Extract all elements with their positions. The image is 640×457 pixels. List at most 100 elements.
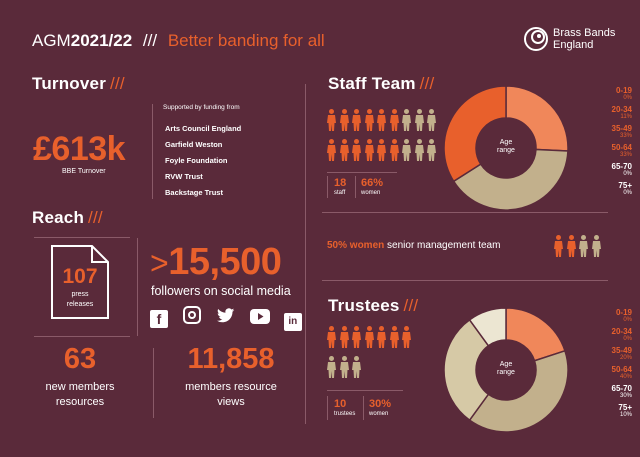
header-tagline: Better banding for all <box>167 31 325 50</box>
age-pct: 20% <box>619 355 632 361</box>
facebook-icon[interactable]: f <box>150 310 168 328</box>
trustees-title: Trustees/// <box>328 296 418 316</box>
agm-year: 2021/22 <box>70 31 133 50</box>
funder-item: Foyle Foundation <box>165 156 228 165</box>
age-legend-item: 65-70 0% <box>611 162 632 178</box>
trustees-stats-top-line <box>327 390 403 391</box>
turnover-title-text: Turnover <box>32 74 107 93</box>
funder-item: Garfield Weston <box>165 140 223 149</box>
age-legend-item: 0-19 0% <box>616 309 632 324</box>
age-pct: 0% <box>623 95 632 101</box>
views-label-2: views <box>217 396 245 408</box>
age-label: 20-34 <box>611 327 632 336</box>
age-legend-item: 0-19 0% <box>616 87 632 102</box>
age-pct: 0% <box>623 336 632 342</box>
man-icon <box>402 109 411 131</box>
age-legend-item: 50-64 40% <box>612 366 632 381</box>
woman-icon <box>389 139 399 161</box>
reach-mid-divider <box>137 238 138 336</box>
age-pct: 33% <box>619 133 632 139</box>
linkedin-icon[interactable]: in <box>283 313 302 331</box>
age-legend-item: 20-34 0% <box>611 327 632 343</box>
age-legend-item: 65-70 30% <box>611 384 632 400</box>
woman-icon <box>352 326 361 348</box>
trustees-people-row <box>327 356 437 380</box>
woman-icon <box>389 326 399 348</box>
logo-text-line1: Brass Bands <box>553 27 616 39</box>
funder-item: Backstage Trust <box>165 188 223 197</box>
press-label-2: releases <box>66 301 94 308</box>
age-pct: 30% <box>619 393 632 399</box>
staff-stats-left-line <box>327 176 328 198</box>
trustees-count-label: trustees <box>334 411 356 417</box>
age-label: 65-70 <box>611 162 632 171</box>
woman-icon <box>364 109 374 131</box>
age-pct: 0% <box>623 190 632 196</box>
brand-logo: Brass Bands England <box>523 25 628 53</box>
reach-title-text: Reach <box>32 208 85 227</box>
age-pct: 10% <box>619 412 632 418</box>
age-legend-item: 75+ 10% <box>618 404 632 419</box>
twitter-icon[interactable] <box>216 308 235 326</box>
staff-women-label: women <box>361 190 381 196</box>
staff-stats-mid-line <box>355 176 356 198</box>
trustees-women-label: women <box>369 411 389 417</box>
man-icon <box>327 356 336 378</box>
age-label: 65-70 <box>611 384 632 393</box>
turnover-caption: BBE Turnover <box>62 168 106 175</box>
woman-icon <box>377 139 386 161</box>
instagram-icon[interactable] <box>183 306 202 324</box>
staff-stats-top-line <box>327 172 397 173</box>
senior-bottom-divider <box>322 280 608 281</box>
staff-women-pct: 66% <box>361 177 384 189</box>
followers-label: followers on social media <box>151 284 291 298</box>
social-icons: f in <box>150 306 313 331</box>
staff-people-row <box>327 139 447 163</box>
woman-icon <box>352 139 361 161</box>
trustees-count: 10 <box>334 398 347 410</box>
funders-list: Arts Council England Garfield Weston Foy… <box>165 121 241 201</box>
reach-title: Reach/// <box>32 208 103 228</box>
new-members-label-2: resources <box>55 396 105 408</box>
staff-count-label: staff <box>334 190 346 196</box>
staff-donut-label-2: range <box>497 147 515 154</box>
trustees-age-donut <box>443 307 569 433</box>
staff-donut-label-1: Age <box>499 139 513 146</box>
reach-bottom-divider <box>34 336 130 337</box>
turnover-title: Turnover/// <box>32 74 125 94</box>
reach-slashes: /// <box>88 208 103 227</box>
staff-people-row <box>327 109 447 133</box>
funding-heading: Supported by funding from <box>163 104 240 111</box>
header-slashes: /// <box>142 31 158 50</box>
woman-icon <box>377 326 386 348</box>
donut-hole <box>476 118 536 178</box>
age-legend-item: 50-64 33% <box>611 143 632 159</box>
woman-icon <box>566 235 576 257</box>
age-label: 20-34 <box>611 105 632 114</box>
trustees-women-pct: 30% <box>369 398 392 410</box>
funder-item: Arts Council England <box>165 124 242 133</box>
followers-value: 15,500 <box>168 241 282 283</box>
age-label: 50-64 <box>611 143 632 152</box>
woman-icon <box>364 326 374 348</box>
trustees-slashes: /// <box>403 296 419 315</box>
man-icon <box>414 139 424 161</box>
age-label: 35-49 <box>611 346 632 355</box>
senior-women-pct: 50% women <box>327 240 385 251</box>
age-legend-item: 35-49 20% <box>611 346 632 362</box>
woman-icon <box>377 109 386 131</box>
man-icon <box>402 139 411 161</box>
donut-segment <box>443 85 507 183</box>
age-legend-item: 35-49 33% <box>612 125 632 140</box>
new-members-number: 63 <box>63 343 97 375</box>
woman-icon <box>389 109 399 131</box>
header-title: AGM2021/22 /// Better banding for all <box>32 31 325 51</box>
followers-number: >15,500 <box>150 241 282 284</box>
woman-icon <box>327 326 336 348</box>
followers-prefix: > <box>150 245 169 281</box>
staff-slashes: /// <box>419 74 435 93</box>
document-icon <box>50 244 110 320</box>
youtube-icon[interactable] <box>250 309 271 327</box>
press-number: 107 <box>62 265 98 288</box>
age-legend-item: 75+ 0% <box>618 182 632 197</box>
